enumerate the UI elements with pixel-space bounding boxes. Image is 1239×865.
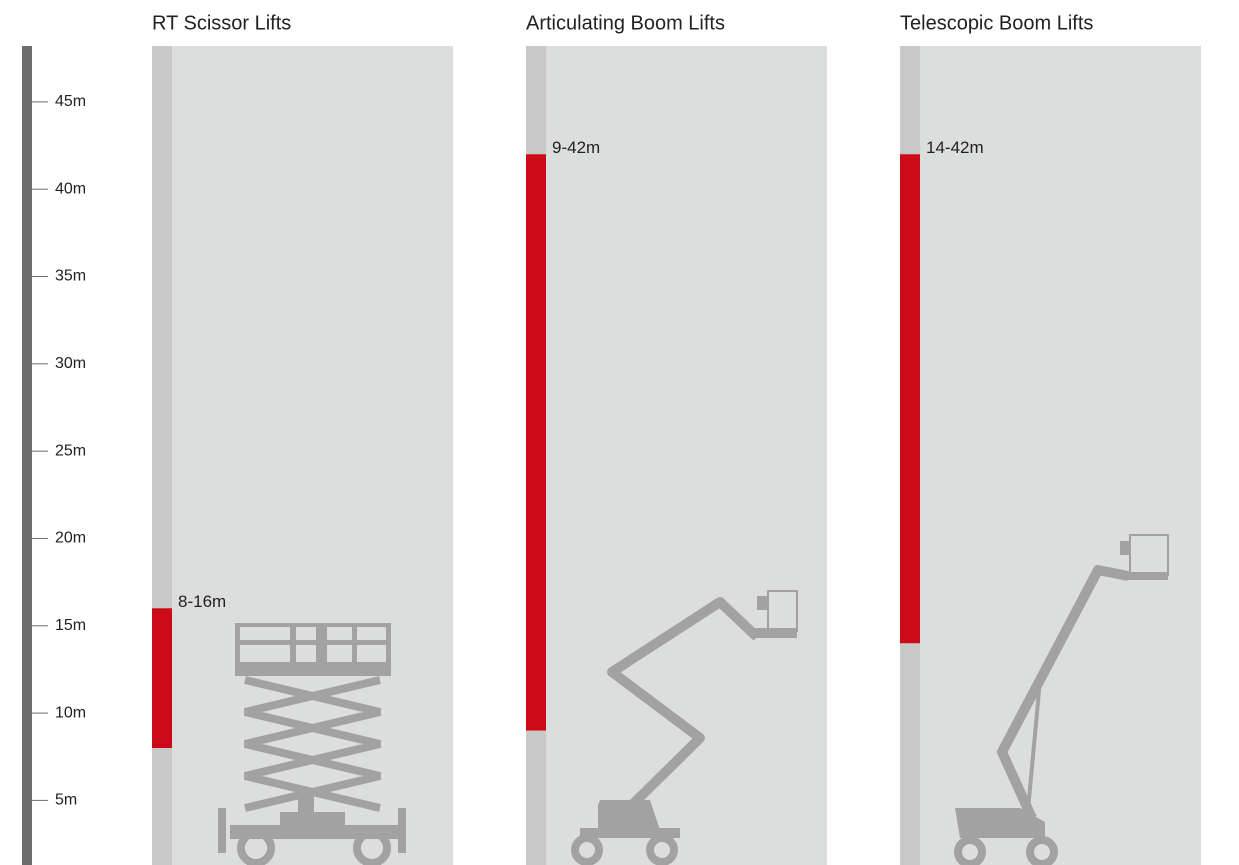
- range-bar: [526, 154, 546, 731]
- column-bg: [152, 46, 453, 865]
- y-tick-label: 15m: [55, 617, 86, 634]
- column-title: Articulating Boom Lifts: [526, 12, 725, 34]
- data-label: 9-42m: [552, 138, 600, 157]
- axis-bar: [22, 46, 32, 865]
- range-bar: [152, 608, 172, 748]
- y-tick-label: 40m: [55, 180, 86, 197]
- y-tick-label: 45m: [55, 93, 86, 110]
- range-bar: [900, 154, 920, 644]
- y-tick-label: 5m: [55, 792, 77, 809]
- data-label: 14-42m: [926, 138, 984, 157]
- scissor-lift: [218, 623, 406, 865]
- y-tick-label: 20m: [55, 530, 86, 547]
- column-title: RT Scissor Lifts: [152, 12, 291, 34]
- column-title: Telescopic Boom Lifts: [900, 12, 1093, 34]
- data-label: 8-16m: [178, 592, 226, 611]
- telescopic-boom-lift: [954, 534, 1169, 865]
- y-tick-label: 35m: [55, 268, 86, 285]
- columns: [152, 46, 1201, 865]
- column-bg: [526, 46, 827, 865]
- articulating-boom-lift: [571, 590, 798, 865]
- y-tick-label: 30m: [55, 355, 86, 372]
- y-tick-label: 25m: [55, 442, 86, 459]
- column-bg: [900, 46, 1201, 865]
- illustrations: [218, 534, 1169, 865]
- y-tick-label: 10m: [55, 704, 86, 721]
